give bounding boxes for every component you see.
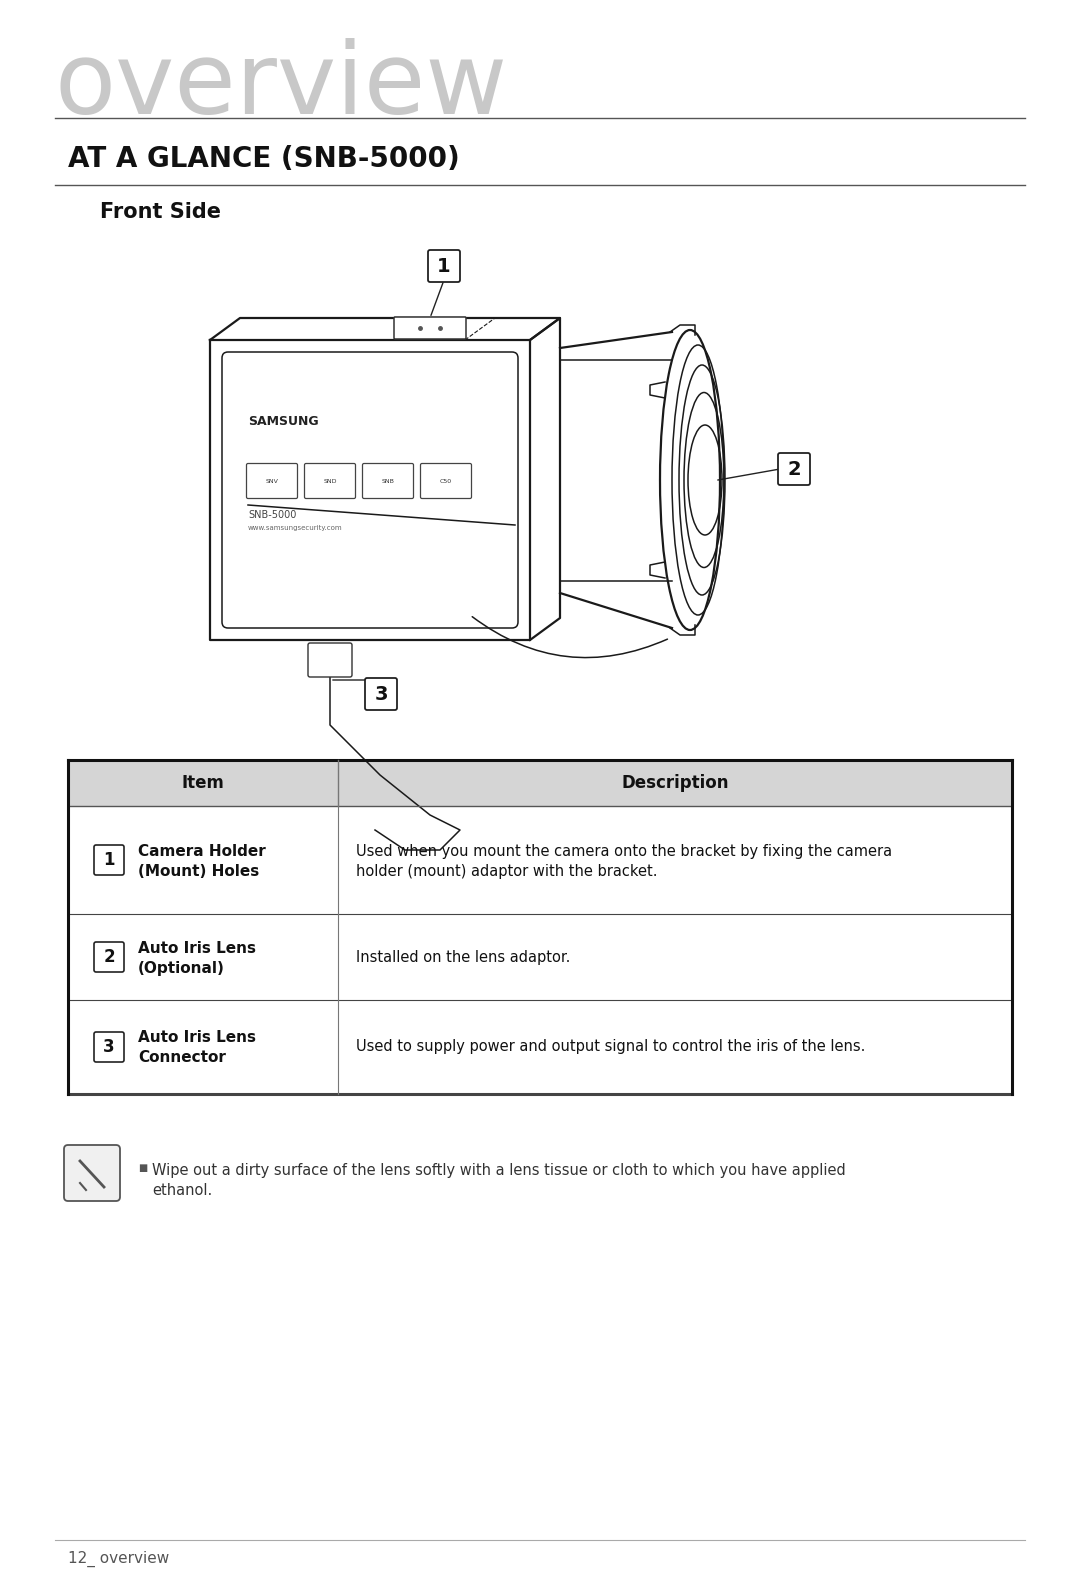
- Bar: [68, 760, 1012, 806]
- Text: Front Side: Front Side: [100, 203, 221, 222]
- Text: Installed on the lens adaptor.: Installed on the lens adaptor.: [356, 949, 570, 965]
- FancyBboxPatch shape: [308, 643, 352, 677]
- Text: Item: Item: [181, 775, 225, 792]
- FancyBboxPatch shape: [365, 679, 397, 710]
- Text: AT A GLANCE (SNB-5000): AT A GLANCE (SNB-5000): [68, 145, 460, 173]
- FancyBboxPatch shape: [94, 1032, 124, 1062]
- FancyBboxPatch shape: [778, 452, 810, 485]
- Text: (Mount) Holes: (Mount) Holes: [138, 864, 259, 878]
- Text: ethanol.: ethanol.: [152, 1183, 213, 1199]
- Text: holder (mount) adaptor with the bracket.: holder (mount) adaptor with the bracket.: [356, 864, 658, 878]
- FancyBboxPatch shape: [246, 463, 297, 498]
- Text: overview: overview: [55, 38, 508, 135]
- FancyBboxPatch shape: [94, 845, 124, 875]
- Text: Auto Iris Lens: Auto Iris Lens: [138, 941, 256, 955]
- Text: ■: ■: [138, 1163, 147, 1174]
- FancyBboxPatch shape: [428, 250, 460, 283]
- FancyBboxPatch shape: [94, 943, 124, 972]
- Text: 3: 3: [104, 1038, 114, 1056]
- Text: SNB-5000: SNB-5000: [248, 511, 296, 520]
- FancyBboxPatch shape: [394, 317, 465, 339]
- FancyBboxPatch shape: [64, 1145, 120, 1200]
- Text: (Optional): (Optional): [138, 960, 225, 976]
- Text: 2: 2: [104, 947, 114, 966]
- Text: 12_ overview: 12_ overview: [68, 1551, 170, 1568]
- Text: 2: 2: [787, 459, 800, 479]
- Text: Description: Description: [621, 775, 729, 792]
- Text: SAMSUNG: SAMSUNG: [248, 415, 319, 427]
- Text: Wipe out a dirty surface of the lens softly with a lens tissue or cloth to which: Wipe out a dirty surface of the lens sof…: [152, 1163, 846, 1178]
- Text: SNV: SNV: [266, 479, 279, 484]
- Text: Connector: Connector: [138, 1051, 226, 1065]
- Text: 3: 3: [375, 685, 388, 704]
- Text: 1: 1: [104, 851, 114, 869]
- FancyBboxPatch shape: [305, 463, 355, 498]
- FancyBboxPatch shape: [420, 463, 472, 498]
- Text: Used to supply power and output signal to control the iris of the lens.: Used to supply power and output signal t…: [356, 1040, 865, 1054]
- Text: C50: C50: [440, 479, 453, 484]
- Text: Used when you mount the camera onto the bracket by fixing the camera: Used when you mount the camera onto the …: [356, 844, 892, 858]
- Text: 1: 1: [437, 256, 450, 275]
- Text: Auto Iris Lens: Auto Iris Lens: [138, 1031, 256, 1045]
- Text: www.samsungsecurity.com: www.samsungsecurity.com: [248, 525, 342, 531]
- Text: SND: SND: [323, 479, 337, 484]
- FancyBboxPatch shape: [363, 463, 414, 498]
- Text: Camera Holder: Camera Holder: [138, 844, 266, 858]
- Text: SNB: SNB: [381, 479, 394, 484]
